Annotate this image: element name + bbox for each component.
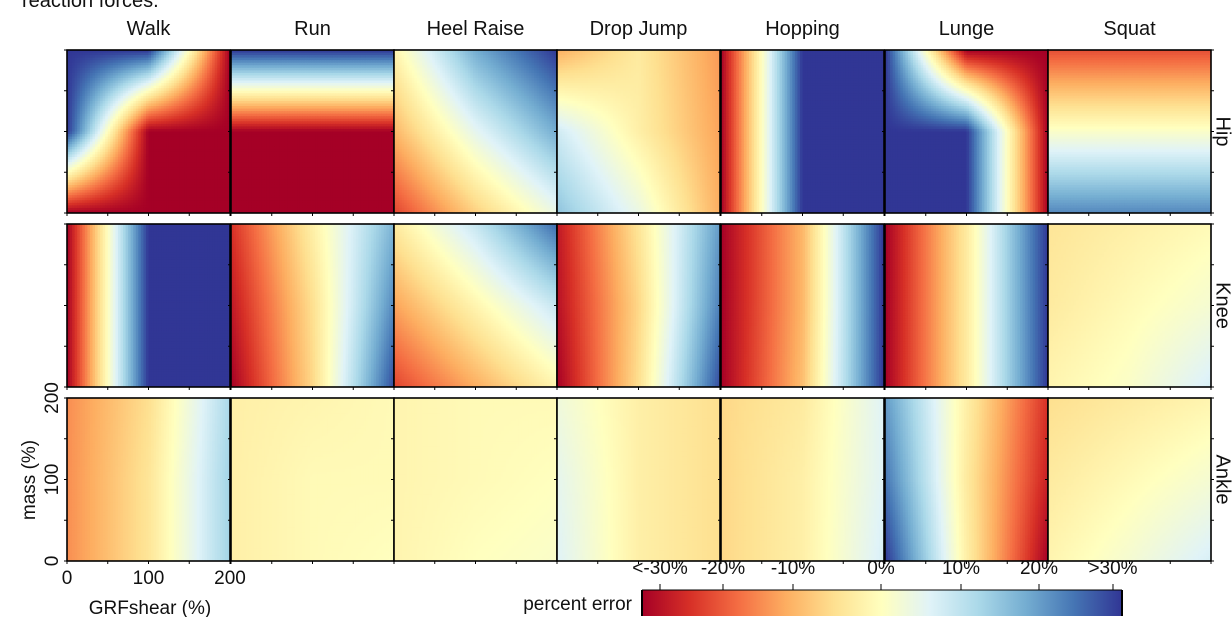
colorbar — [642, 590, 1122, 616]
column-header-5: Lunge — [939, 18, 995, 40]
heatmap-panel-hip-5 — [882, 50, 1051, 216]
heatmap-panel-ankle-1 — [228, 398, 397, 564]
x-axis-label: GRFshear (%) — [89, 598, 211, 617]
row-label-2: Ankle — [1212, 454, 1232, 504]
heatmap-panel-ankle-5 — [882, 398, 1051, 564]
colorbar-tick-label: 10% — [942, 558, 980, 579]
column-header-6: Squat — [1103, 18, 1156, 40]
heatmap-panel-hip-3 — [554, 50, 723, 216]
column-header-3: Drop Jump — [590, 18, 688, 40]
heatmap-panel-knee-6 — [1045, 224, 1214, 390]
colorbar-tick-label: <-30% — [632, 558, 688, 579]
column-header-2: Heel Raise — [427, 18, 525, 40]
x-tick-label: 200 — [214, 568, 246, 589]
row-label-1: Knee — [1212, 282, 1232, 329]
colorbar-tick-label: -20% — [701, 558, 745, 579]
heatmap-panel-hip-0 — [64, 50, 233, 216]
heatmap-panel-knee-3 — [554, 224, 723, 390]
colorbar-label: percent error — [523, 594, 632, 615]
heatmap-panel-hip-4 — [718, 50, 887, 216]
x-tick-label: 0 — [62, 568, 73, 589]
row-label-0: Hip — [1212, 116, 1232, 146]
heatmap-panel-ankle-3 — [554, 398, 723, 564]
heatmap-panel-knee-0 — [64, 224, 233, 390]
column-header-1: Run — [294, 18, 331, 40]
heatmap-panel-ankle-4 — [718, 398, 887, 564]
heatmap-panel-ankle-6 — [1045, 398, 1214, 564]
y-tick-label: 100 — [42, 464, 63, 496]
heatmap-panel-knee-1 — [228, 224, 397, 390]
colorbar-tick-label: 0% — [867, 558, 895, 579]
heatmap-panel-hip-2 — [391, 50, 560, 216]
colorbar-tick-label: 20% — [1020, 558, 1058, 579]
y-tick-label: 0 — [42, 556, 63, 567]
x-tick-label: 100 — [133, 568, 165, 589]
column-header-4: Hopping — [765, 18, 840, 40]
heatmap-panel-hip-1 — [228, 50, 397, 216]
y-tick-label: 200 — [42, 382, 63, 414]
heatmap-panel-knee-5 — [882, 224, 1051, 390]
heatmap-panel-ankle-0 — [64, 398, 233, 564]
heatmap-panel-knee-4 — [718, 224, 887, 390]
colorbar-tick-label: >30% — [1088, 558, 1137, 579]
heatmap-panel-knee-2 — [391, 224, 560, 390]
column-header-0: Walk — [127, 18, 172, 40]
heatmap-panel-ankle-2 — [391, 398, 560, 564]
y-axis-label: mass (%) — [19, 440, 40, 520]
heatmap-panel-hip-6 — [1045, 50, 1214, 216]
colorbar-tick-label: -10% — [771, 558, 815, 579]
